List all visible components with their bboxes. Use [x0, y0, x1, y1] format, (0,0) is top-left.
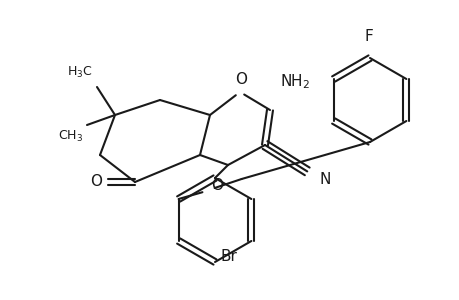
Text: F: F: [364, 29, 373, 44]
Text: O: O: [210, 178, 222, 193]
Text: Br: Br: [220, 249, 237, 264]
Text: O: O: [235, 71, 246, 86]
Text: CH$_3$: CH$_3$: [58, 129, 83, 144]
Text: O: O: [90, 175, 102, 190]
Text: N: N: [319, 172, 330, 187]
Text: H$_3$C: H$_3$C: [67, 65, 93, 80]
Text: NH$_2$: NH$_2$: [280, 73, 309, 91]
